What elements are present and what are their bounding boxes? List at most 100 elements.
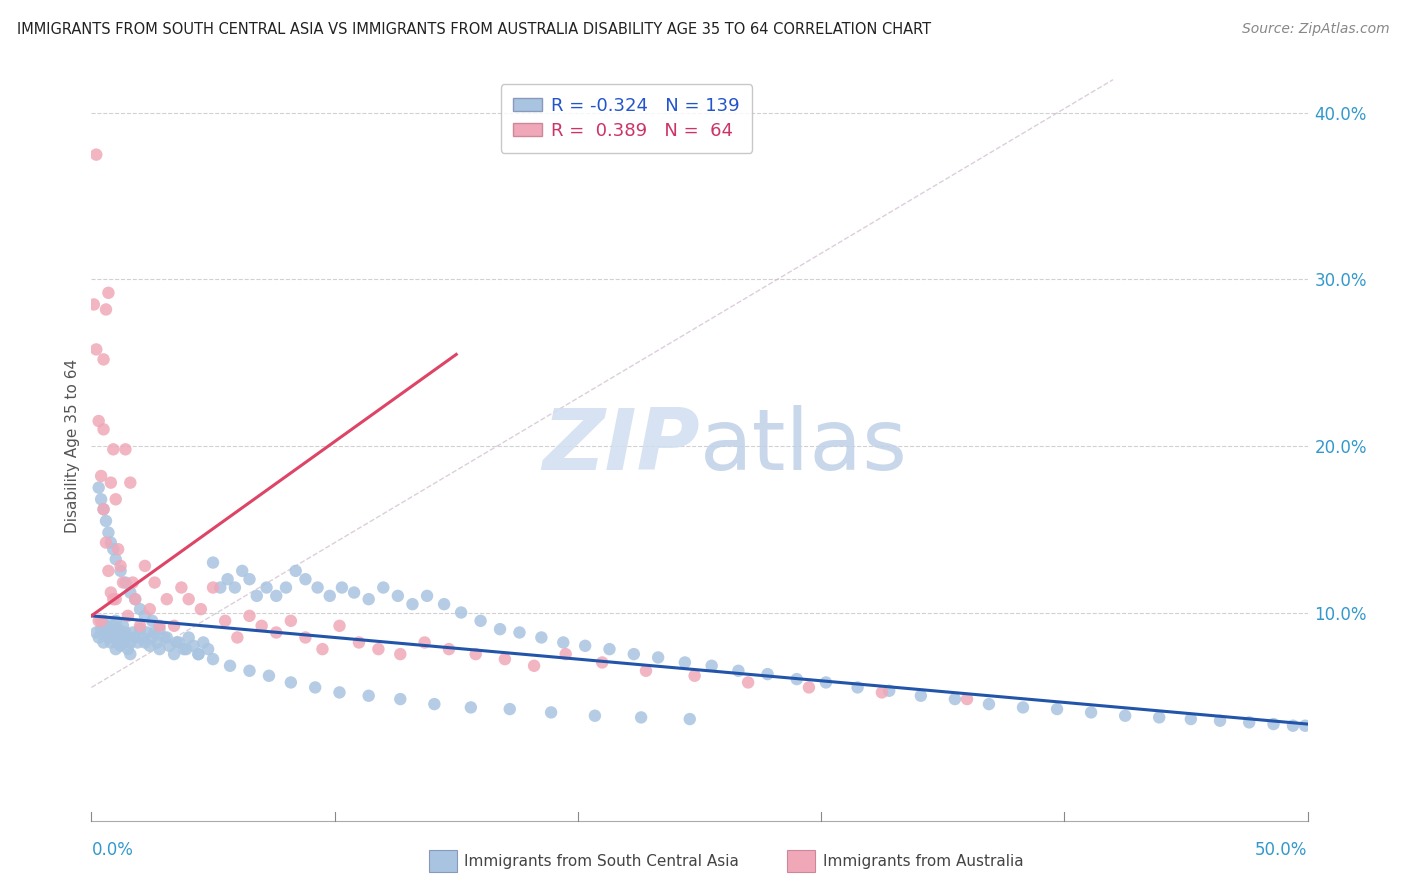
Point <box>330 581 353 595</box>
Point <box>470 614 492 628</box>
Point <box>120 475 142 490</box>
Point <box>104 642 127 657</box>
Point <box>129 622 152 636</box>
Point <box>591 656 613 670</box>
Point <box>114 442 136 457</box>
Point <box>84 147 107 161</box>
Point <box>94 514 117 528</box>
Point <box>846 681 869 695</box>
Point <box>141 614 163 628</box>
Point <box>193 635 215 649</box>
Point <box>294 631 316 645</box>
Point <box>737 675 759 690</box>
Point <box>494 652 516 666</box>
Point <box>319 589 342 603</box>
Point <box>756 667 779 681</box>
Point <box>797 681 820 695</box>
Text: Immigrants from South Central Asia: Immigrants from South Central Asia <box>464 855 740 869</box>
Point <box>202 556 225 570</box>
Point <box>93 502 115 516</box>
Point <box>540 706 562 720</box>
Point <box>124 592 146 607</box>
Point <box>304 681 326 695</box>
Point <box>209 581 232 595</box>
Point <box>870 685 893 699</box>
Point <box>103 592 125 607</box>
Point <box>433 597 456 611</box>
Point <box>110 625 132 640</box>
Point <box>219 658 242 673</box>
Point <box>1294 719 1316 733</box>
Point <box>187 647 209 661</box>
Point <box>554 647 576 661</box>
Point <box>110 558 132 573</box>
Point <box>214 614 236 628</box>
Point <box>437 642 460 657</box>
Point <box>523 658 546 673</box>
Point <box>226 631 249 645</box>
Point <box>238 664 260 678</box>
Text: atlas: atlas <box>699 404 907 488</box>
Point <box>146 635 169 649</box>
Point <box>93 352 115 367</box>
Point <box>508 625 530 640</box>
Point <box>530 631 553 645</box>
Point <box>401 597 423 611</box>
Point <box>274 581 297 595</box>
Point <box>134 608 156 623</box>
Point <box>153 631 176 645</box>
Point <box>100 635 122 649</box>
Y-axis label: Disability Age 35 to 64: Disability Age 35 to 64 <box>65 359 80 533</box>
Point <box>977 697 1000 711</box>
Point <box>124 592 146 607</box>
Point <box>110 564 132 578</box>
Point <box>347 635 370 649</box>
Point <box>416 589 439 603</box>
Point <box>387 589 409 603</box>
Point <box>598 642 620 657</box>
Point <box>156 631 179 645</box>
Point <box>786 672 808 686</box>
Point <box>87 481 110 495</box>
Point <box>148 619 170 633</box>
Point <box>107 622 129 636</box>
Text: ZIP: ZIP <box>541 404 699 488</box>
Point <box>373 581 395 595</box>
Point <box>97 622 120 636</box>
Point <box>190 602 212 616</box>
Point <box>877 683 900 698</box>
Point <box>413 635 436 649</box>
Point <box>202 581 225 595</box>
Point <box>357 689 380 703</box>
Point <box>93 614 115 628</box>
Point <box>100 475 122 490</box>
Point <box>107 542 129 557</box>
Point <box>167 635 190 649</box>
Point <box>117 642 139 657</box>
Point <box>630 710 652 724</box>
Point <box>90 622 112 636</box>
Point <box>104 492 127 507</box>
Point <box>111 635 134 649</box>
Point <box>328 619 350 633</box>
Point <box>177 592 200 607</box>
Point <box>104 631 127 645</box>
Point <box>197 642 219 657</box>
Point <box>114 625 136 640</box>
Point <box>83 297 105 311</box>
Point <box>1012 700 1035 714</box>
Point <box>280 675 302 690</box>
Point <box>357 592 380 607</box>
Point <box>238 608 260 623</box>
Point <box>139 639 162 653</box>
Point <box>1263 717 1285 731</box>
Point <box>156 592 179 607</box>
Point <box>174 642 197 657</box>
Point <box>110 639 132 653</box>
Point <box>264 589 287 603</box>
Point <box>389 692 412 706</box>
Point <box>103 619 125 633</box>
Point <box>90 614 112 628</box>
Text: Source: ZipAtlas.com: Source: ZipAtlas.com <box>1241 22 1389 37</box>
Point <box>104 552 127 566</box>
